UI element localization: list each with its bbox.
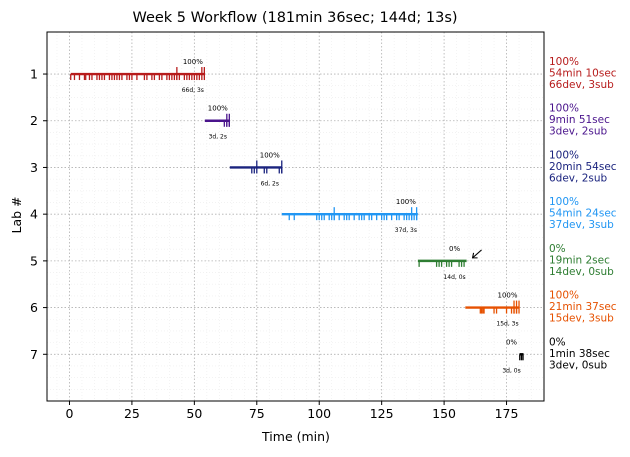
lab-6-count-label: 15d, 3s bbox=[496, 321, 518, 328]
lab-6-summary-line: 15dev, 3sub bbox=[549, 313, 614, 325]
y-tick-label: 5 bbox=[30, 253, 38, 268]
y-tick-label: 3 bbox=[30, 160, 38, 175]
lab-5-count-label: 14d, 0s bbox=[443, 274, 465, 281]
lab-2-percent-label: 100% bbox=[208, 105, 228, 113]
lab-3-percent-label: 100% bbox=[260, 151, 280, 159]
lab-1-summary-line: 100% bbox=[549, 56, 579, 68]
y-tick-label: 2 bbox=[30, 113, 38, 128]
y-tick-label: 7 bbox=[30, 347, 38, 362]
lab-3-summary-line: 100% bbox=[549, 149, 579, 161]
lab-4-percent-label: 100% bbox=[396, 198, 416, 206]
x-tick-label: 150 bbox=[432, 406, 456, 421]
lab-4-summary-line: 100% bbox=[549, 196, 579, 208]
x-tick-label: 175 bbox=[495, 406, 519, 421]
lab-4-summary-line: 37dev, 3sub bbox=[549, 219, 614, 231]
x-tick-label: 0 bbox=[66, 406, 74, 421]
x-tick-label: 75 bbox=[249, 406, 265, 421]
lab-4-summary-line: 54min 24sec bbox=[549, 208, 617, 220]
attention-arrow bbox=[472, 249, 482, 259]
lab-7-summary-line: 3dev, 0sub bbox=[549, 359, 608, 371]
x-tick-label: 100 bbox=[307, 406, 331, 421]
lab-7-count-label: 3d, 0s bbox=[502, 367, 520, 374]
x-tick-label: 125 bbox=[370, 406, 394, 421]
lab-7-summary-line: 1min 38sec bbox=[549, 348, 610, 360]
lab-1-summary-line: 66dev, 3sub bbox=[549, 79, 614, 91]
lab-1-summary-line: 54min 10sec bbox=[549, 68, 617, 80]
lab-3-count-label: 6d, 2s bbox=[261, 180, 279, 187]
lab-4-count-label: 37d, 3s bbox=[395, 227, 417, 234]
lab-1-percent-label: 100% bbox=[183, 58, 203, 66]
plot-frame bbox=[46, 31, 545, 402]
x-tick-label: 50 bbox=[186, 406, 202, 421]
lab-5-summary-line: 19min 2sec bbox=[549, 254, 610, 266]
lab-7-percent-label: 0% bbox=[506, 338, 517, 346]
lab-5-summary-line: 0% bbox=[549, 243, 566, 255]
lab-3-summary-line: 6dev, 2sub bbox=[549, 172, 608, 184]
lab-2-summary-line: 9min 51sec bbox=[549, 114, 610, 126]
chart-title: Week 5 Workflow (181min 36sec; 144d; 13s… bbox=[132, 10, 457, 26]
lab-1-count-label: 66d, 3s bbox=[182, 87, 204, 94]
x-tick-label: 25 bbox=[124, 406, 140, 421]
y-tick-label: 6 bbox=[30, 300, 38, 315]
lab-6-percent-label: 100% bbox=[498, 292, 518, 300]
y-tick-label: 1 bbox=[30, 67, 38, 82]
lab-3-summary-line: 20min 54sec bbox=[549, 161, 617, 173]
lab-2-summary-line: 100% bbox=[549, 103, 579, 115]
lab-6-summary-line: 21min 37sec bbox=[549, 301, 617, 313]
y-axis-label: Lab # bbox=[9, 196, 24, 233]
lab-2-count-label: 3d, 2s bbox=[209, 134, 227, 141]
lab-5-summary-line: 14dev, 0sub bbox=[549, 266, 614, 278]
lab-6-summary-line: 100% bbox=[549, 290, 579, 302]
x-axis-label: Time (min) bbox=[261, 429, 330, 444]
lab-7-summary-line: 0% bbox=[549, 336, 566, 348]
lab-5-percent-label: 0% bbox=[449, 245, 460, 253]
y-tick-label: 4 bbox=[30, 207, 38, 222]
lab-2-summary-line: 3dev, 2sub bbox=[549, 126, 608, 138]
attention-arrow-head bbox=[471, 252, 478, 259]
